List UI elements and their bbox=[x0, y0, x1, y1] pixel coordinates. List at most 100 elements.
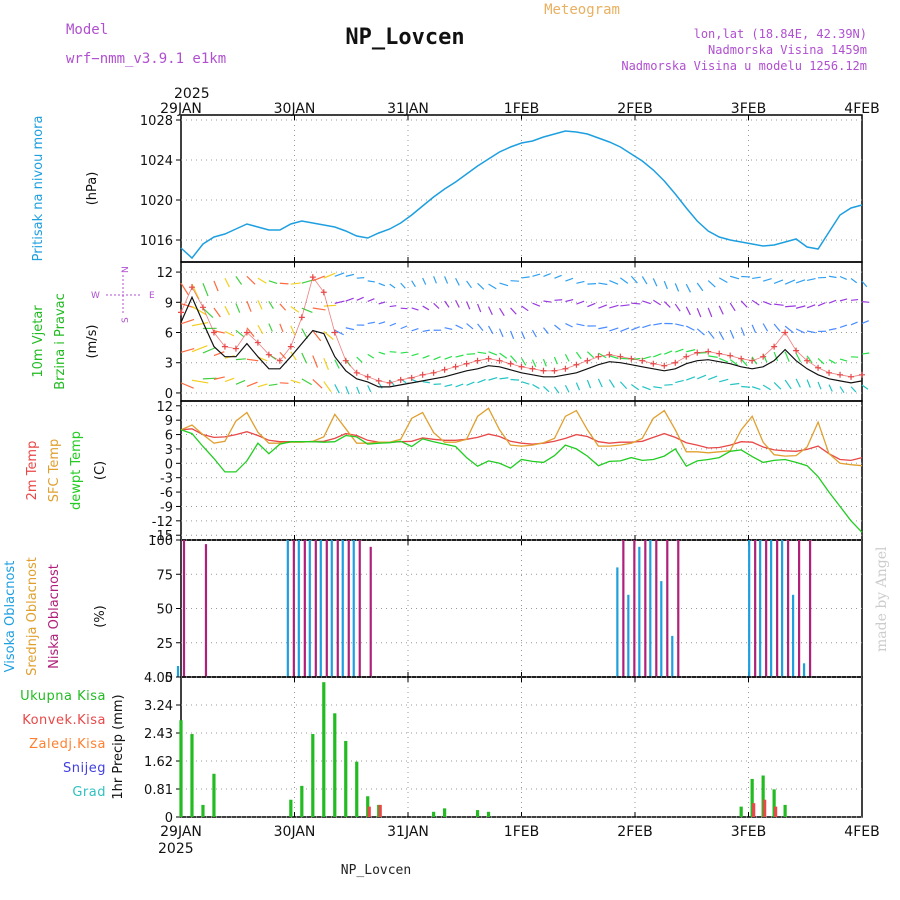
wind-vector bbox=[268, 301, 274, 310]
wind-vector bbox=[586, 379, 592, 389]
wind-vector bbox=[564, 353, 570, 362]
wind-vector bbox=[850, 321, 858, 326]
cloud-low-bar bbox=[358, 540, 361, 677]
y-tick-label: 2.43 bbox=[144, 727, 173, 742]
cloud-low-bar bbox=[314, 540, 317, 677]
wind-vector bbox=[685, 306, 691, 316]
wind-vector bbox=[773, 279, 784, 284]
cloud-high-bar bbox=[616, 567, 619, 677]
wind-vector bbox=[806, 355, 813, 364]
wind-vector bbox=[301, 307, 313, 314]
wind-vector bbox=[191, 283, 200, 300]
cloud-high-bar bbox=[802, 663, 806, 677]
y-tick-label: 3 bbox=[165, 443, 173, 458]
wind-vector bbox=[762, 278, 772, 282]
wind-vector bbox=[301, 352, 308, 364]
wind-vector bbox=[444, 300, 450, 308]
elevation-label: Nadmorska Visina 1459m bbox=[708, 43, 867, 57]
precip-total-bar bbox=[190, 734, 194, 817]
wind-vector bbox=[642, 300, 651, 305]
wind-vector bbox=[422, 329, 430, 333]
x-tick-label: 31JAN bbox=[387, 101, 429, 117]
y-tick-label: 75 bbox=[156, 568, 173, 583]
wind-vector bbox=[675, 379, 684, 384]
wind-vector bbox=[367, 385, 372, 393]
wind-vector bbox=[542, 327, 549, 335]
wind-vector bbox=[532, 302, 541, 307]
wind-vector bbox=[235, 329, 245, 338]
wind-vector bbox=[795, 378, 801, 388]
panel-wind: 0 3 6 9 12 10m Vjetar Brzina i Pravac (m/s) N S W E bbox=[31, 261, 870, 402]
panel-precip: 0 0.81 1.62 2.43 3.24 4.05 1hr Precip (mm) Ukup… bbox=[20, 671, 863, 826]
wind-vector bbox=[751, 386, 761, 390]
wind-vector bbox=[411, 280, 416, 288]
cloud-high-bar bbox=[341, 540, 344, 677]
legend-entry: Ukupna Kisa bbox=[20, 689, 106, 704]
wind-vector bbox=[784, 351, 790, 362]
wind-vector bbox=[389, 351, 397, 353]
cloud-low-bar bbox=[765, 540, 768, 677]
wind-vector bbox=[510, 378, 520, 381]
cloud-high-bar bbox=[308, 540, 311, 677]
wind-vector bbox=[576, 323, 585, 327]
wind-vector bbox=[389, 322, 397, 327]
wind-vector bbox=[367, 280, 375, 283]
legend-entry: Grad bbox=[72, 785, 106, 800]
wind-vector bbox=[828, 384, 833, 392]
wind-vector bbox=[521, 381, 530, 385]
wind-vector bbox=[531, 329, 537, 338]
wind-vector bbox=[608, 379, 615, 388]
series-line-wind-gust bbox=[180, 276, 863, 384]
wind-vector bbox=[389, 305, 397, 308]
wind-vector bbox=[543, 386, 550, 393]
wind-vector bbox=[861, 280, 868, 288]
wind-vector bbox=[257, 324, 264, 335]
wind-vector bbox=[345, 297, 354, 302]
wind-vector bbox=[301, 378, 312, 386]
y-axis-label: 2m Temp bbox=[25, 441, 40, 501]
compass-n: N bbox=[121, 266, 131, 273]
cloud-high-bar bbox=[352, 540, 355, 677]
wind-vector bbox=[729, 302, 736, 312]
wind-vector bbox=[850, 386, 857, 393]
model-label: Model bbox=[66, 22, 108, 38]
wind-vector bbox=[850, 298, 859, 301]
wind-vector bbox=[576, 300, 585, 305]
y-axis-unit: (m/s) bbox=[85, 325, 100, 359]
wind-vector bbox=[477, 351, 487, 355]
wind-vector bbox=[630, 275, 638, 284]
wind-vector bbox=[246, 300, 252, 312]
wind-vector bbox=[707, 307, 713, 318]
wind-vector bbox=[301, 279, 313, 284]
precip-total-bar bbox=[212, 773, 216, 817]
precip-conv-bar bbox=[752, 803, 756, 817]
cloud-high-bar bbox=[759, 540, 762, 677]
wind-vector bbox=[564, 384, 570, 393]
wind-vector bbox=[839, 386, 845, 394]
y-axis-label: Visoka Oblacnost bbox=[3, 561, 18, 673]
wind-vector bbox=[730, 275, 740, 280]
wind-vector bbox=[389, 283, 396, 289]
wind-vector bbox=[696, 308, 702, 318]
wind-vector bbox=[290, 282, 301, 285]
series-line-wind-speed bbox=[180, 295, 863, 388]
wind-vector bbox=[631, 326, 640, 331]
wind-vector bbox=[378, 282, 386, 287]
wind-vector bbox=[741, 385, 751, 388]
wind-vector bbox=[686, 349, 696, 353]
precip-total-bar bbox=[486, 811, 491, 817]
wind-vector bbox=[422, 355, 430, 359]
compass-e: E bbox=[149, 291, 155, 301]
x-tick-label: 29JAN bbox=[160, 824, 202, 840]
y-axis-unit: (C) bbox=[93, 461, 108, 480]
wind-vector bbox=[620, 277, 629, 284]
cloud-high-bar bbox=[649, 540, 652, 677]
x-tick-label: 4FEB bbox=[844, 101, 879, 117]
cloud-high-bar bbox=[748, 540, 751, 677]
wind-vector bbox=[411, 307, 419, 311]
wind-vector bbox=[598, 352, 607, 359]
cloud-low-bar bbox=[666, 540, 669, 677]
wind-vector bbox=[729, 359, 738, 366]
cloud-low-bar bbox=[204, 544, 208, 677]
wind-vector bbox=[378, 351, 386, 355]
